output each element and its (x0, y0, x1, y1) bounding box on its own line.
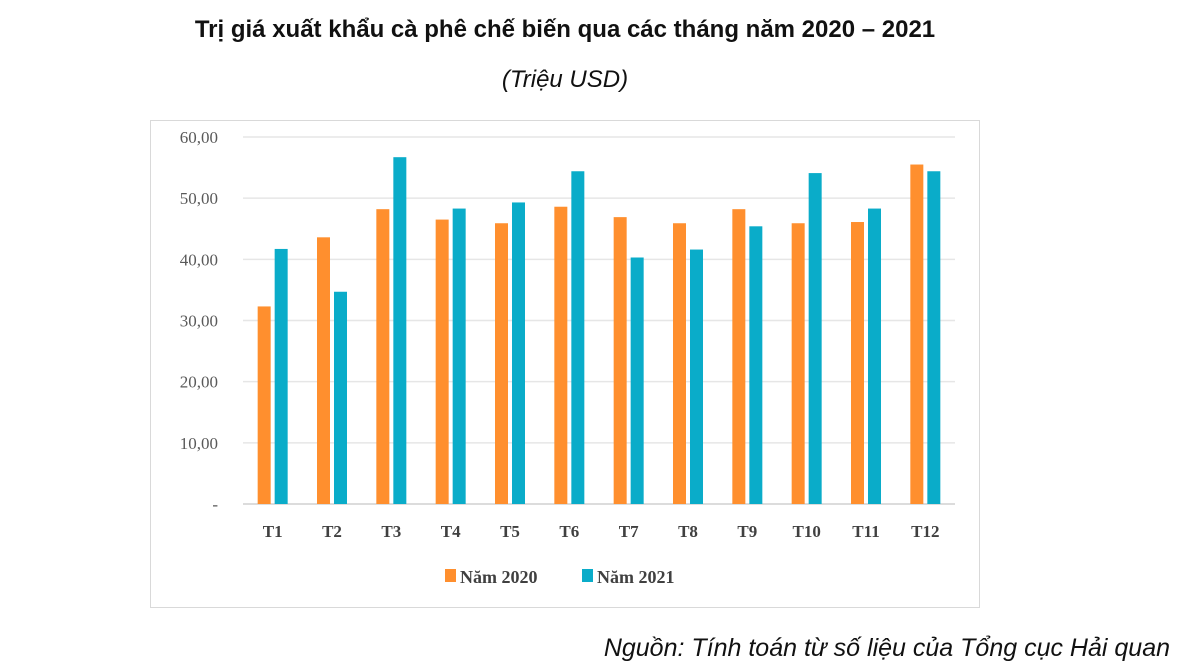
y-tick-label: 10,00 (180, 434, 218, 453)
x-tick-label: T10 (792, 522, 820, 541)
bar-2021 (749, 226, 763, 504)
x-tick-label: T3 (381, 522, 401, 541)
bar-2020 (554, 206, 568, 505)
x-tick-label: T8 (678, 522, 698, 541)
y-tick-label: 20,00 (180, 373, 218, 392)
x-tick-label: T11 (852, 522, 879, 541)
bar-2020 (910, 164, 924, 504)
y-tick-label: 30,00 (180, 312, 218, 331)
bar-2020 (851, 222, 864, 504)
legend-swatch (445, 569, 456, 582)
legend-swatch (582, 569, 593, 582)
bar-2021 (334, 291, 347, 504)
bar-2021 (808, 173, 822, 505)
chart-title: Trị giá xuất khẩu cà phê chế biến qua cá… (194, 16, 936, 43)
bar-2021 (274, 248, 288, 504)
bar-2020 (435, 219, 449, 504)
bar-2020 (732, 209, 746, 504)
y-tick-label: - (212, 495, 218, 514)
bar-2021 (630, 257, 644, 504)
bar-2021 (690, 249, 703, 504)
source-note: Nguồn: Tính toán từ số liệu của Tổng cục… (603, 634, 1170, 662)
y-tick-label: 60,00 (180, 128, 218, 147)
x-tick-label: T2 (322, 522, 342, 541)
bar-2021 (393, 157, 407, 504)
bar-2020 (791, 223, 805, 504)
x-tick-label: T6 (559, 522, 579, 541)
x-tick-label: T1 (263, 522, 283, 541)
y-tick-label: 40,00 (180, 250, 218, 269)
x-tick-label: T4 (441, 522, 461, 541)
bar-2020 (673, 223, 686, 504)
legend-label: Năm 2021 (597, 567, 675, 587)
y-tick-label: 50,00 (180, 189, 218, 208)
x-tick-label: T12 (911, 522, 939, 541)
bar-2021 (927, 171, 941, 504)
bar-2020 (613, 217, 627, 504)
chart-subtitle: (Triệu USD) (501, 66, 629, 93)
x-tick-label: T9 (737, 522, 757, 541)
legend-label: Năm 2020 (460, 567, 538, 587)
x-tick-label: T7 (619, 522, 639, 541)
bar-2021 (571, 171, 585, 504)
bar-2020 (376, 209, 390, 504)
x-tick-label: T5 (500, 522, 520, 541)
bar-2020 (495, 223, 508, 504)
bar-2020 (317, 237, 330, 504)
bar-2021 (868, 208, 881, 504)
bar-2021 (452, 208, 466, 504)
bar-2021 (512, 202, 525, 504)
bar-2020 (257, 306, 271, 504)
chart-frame (150, 120, 980, 608)
